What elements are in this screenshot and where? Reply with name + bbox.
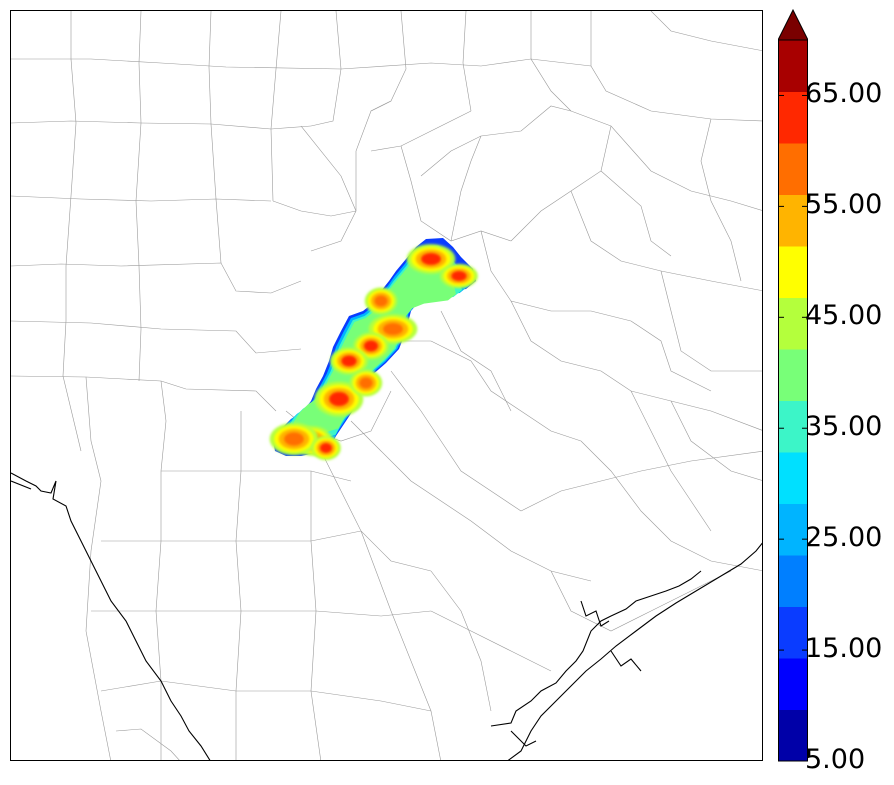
- colorbar-band: [778, 194, 808, 247]
- echo-cell-5: [330, 347, 368, 375]
- colorbar-band: [778, 606, 808, 659]
- colorbar-band: [778, 349, 808, 401]
- colorbar-outline: [778, 39, 808, 762]
- coastline: [11, 472, 762, 760]
- echo-cell-4: [353, 332, 389, 360]
- colorbar-band: [778, 555, 808, 607]
- echo-contour: [383, 322, 403, 336]
- colorbar-tick-label: 15.00: [805, 633, 883, 665]
- echo-cell-10: [311, 435, 341, 461]
- colorbar-tick-label: 65.00: [805, 78, 883, 110]
- echo-contour: [329, 391, 349, 407]
- colorbar-tick-label: 5.00: [805, 744, 866, 775]
- colorbar-tick-label: 45.00: [805, 300, 883, 332]
- colorbar-band: [778, 658, 808, 710]
- echo-cell-6: [364, 287, 398, 315]
- reflectivity-echoes: [269, 238, 478, 461]
- colorbar-band: [778, 297, 808, 350]
- colorbar-band: [778, 143, 808, 195]
- colorbar-band: [778, 709, 808, 762]
- colorbar-ticks: [778, 94, 808, 762]
- colorbar-bands: [778, 40, 808, 762]
- radar-map: [10, 10, 763, 761]
- colorbar-band: [778, 246, 808, 298]
- echo-contour: [341, 355, 357, 367]
- echo-cell-9: [269, 422, 319, 456]
- echo-cell-3: [368, 314, 418, 344]
- map-canvas: [11, 11, 762, 760]
- echo-cell-2: [440, 263, 478, 289]
- echo-contour: [451, 271, 467, 281]
- colorbar-band: [778, 452, 808, 504]
- colorbar: [778, 8, 808, 762]
- echo-contour: [319, 443, 333, 453]
- echo-contour: [374, 295, 388, 307]
- echo-cell-1: [406, 244, 456, 274]
- echo-contour: [284, 432, 304, 446]
- colorbar-tick-label: 55.00: [805, 189, 883, 221]
- colorbar-tick-label: 25.00: [805, 522, 883, 554]
- colorbar-extend-arrow: [778, 8, 808, 41]
- colorbar-band: [778, 91, 808, 144]
- echo-cell-11: [349, 369, 383, 397]
- echo-contour: [363, 340, 379, 352]
- echo-contour: [359, 377, 373, 389]
- echo-cell-7: [314, 381, 364, 417]
- county-boundaries: [11, 11, 762, 760]
- echo-contour: [421, 252, 441, 266]
- colorbar-tick-label: 35.00: [805, 411, 883, 443]
- colorbar-band: [778, 503, 808, 556]
- colorbar-band: [778, 40, 808, 92]
- colorbar-band: [778, 400, 808, 453]
